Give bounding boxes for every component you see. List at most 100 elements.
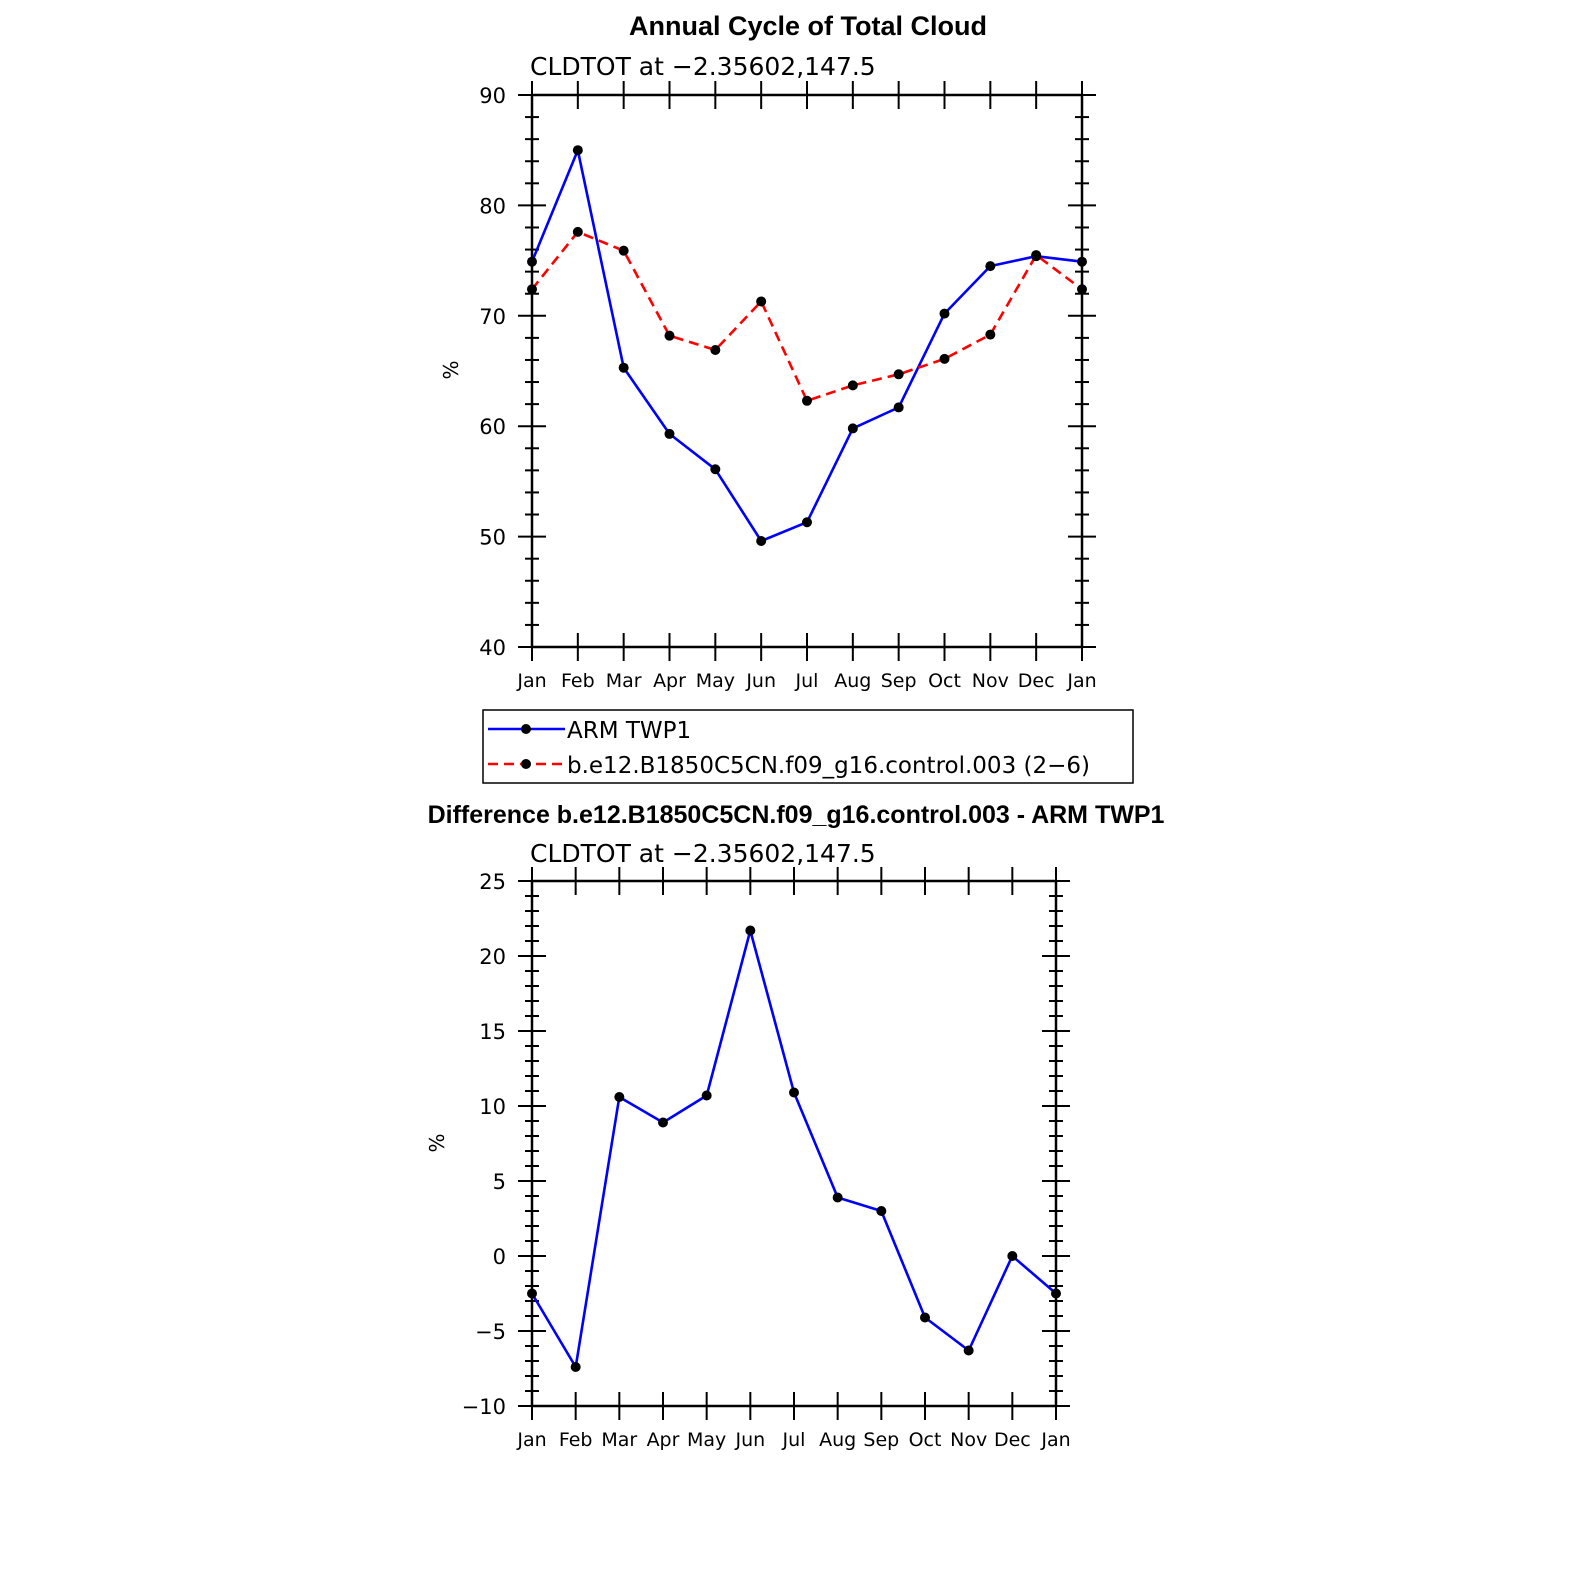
chart-title: Annual Cycle of Total Cloud — [629, 11, 987, 41]
data-point — [745, 925, 756, 936]
x-tick-label: Nov — [950, 1429, 987, 1451]
data-point — [920, 1312, 930, 1323]
x-tick-label: Jan — [1066, 670, 1096, 692]
y-tick-label: 15 — [479, 1020, 506, 1044]
y-tick-label: −5 — [475, 1320, 506, 1344]
difference-chart: Difference b.e12.B1850C5CN.f09_g16.contr… — [425, 801, 1164, 1451]
data-point — [847, 380, 858, 391]
y-tick-label: 70 — [479, 305, 506, 329]
x-tick-label: Jan — [1040, 1429, 1070, 1451]
data-point — [1007, 1251, 1018, 1261]
data-point — [756, 296, 767, 307]
axis-ticks — [518, 867, 1070, 1420]
data-point — [893, 402, 904, 413]
y-tick-label: 0 — [493, 1245, 506, 1269]
data-point — [701, 1090, 712, 1101]
x-tick-label: Jul — [782, 1429, 806, 1451]
series-points — [527, 925, 1061, 1372]
x-tick-label: Aug — [834, 670, 871, 692]
data-point — [939, 308, 950, 319]
data-point — [570, 1362, 581, 1372]
data-point — [618, 362, 629, 373]
data-point — [1077, 284, 1087, 295]
data-point — [802, 517, 812, 528]
y-tick-label: −10 — [462, 1395, 506, 1419]
data-point — [802, 395, 812, 406]
x-tick-label: Aug — [819, 1429, 856, 1451]
y-tick-label: 25 — [479, 870, 506, 894]
x-tick-label: Jul — [795, 670, 819, 692]
x-tick-label: Oct — [909, 1429, 942, 1451]
y-tick-label: 60 — [479, 415, 506, 439]
y-tick-label: 10 — [479, 1095, 506, 1119]
x-tick-label: Jan — [516, 670, 546, 692]
data-point — [985, 261, 996, 272]
data-point — [847, 423, 858, 434]
data-point — [527, 284, 537, 295]
chart-title: Difference b.e12.B1850C5CN.f09_g16.contr… — [428, 801, 1165, 829]
series-lines — [530, 148, 1083, 543]
axis-ticks — [518, 81, 1096, 661]
legend-label-model: b.e12.B1850C5CN.f09_g16.control.003 (2−6… — [567, 753, 1090, 779]
data-point — [789, 1087, 799, 1098]
x-tick-label: Feb — [561, 670, 595, 692]
y-axis-label: % — [439, 360, 463, 379]
series-lines — [530, 929, 1057, 1369]
x-tick-label: Jun — [745, 670, 776, 692]
data-point — [664, 330, 675, 341]
x-tick-label: Jun — [734, 1429, 765, 1451]
data-point — [527, 1288, 537, 1299]
y-tick-label: 20 — [479, 945, 506, 969]
x-tick-labels: Jan Feb Mar Apr May Jun Jul Aug Sep Oct Nov Dec Jan — [516, 1429, 1070, 1451]
data-point — [939, 353, 950, 364]
x-tick-label: Dec — [994, 1429, 1031, 1451]
y-tick-labels: 40 50 60 70 80 90 — [479, 84, 506, 660]
legend-marker-arm — [521, 724, 531, 734]
y-axis-label: % — [425, 1133, 449, 1152]
legend-marker-model — [521, 759, 531, 769]
x-tick-label: Sep — [881, 670, 917, 692]
data-point — [614, 1092, 625, 1102]
data-point — [876, 1206, 887, 1216]
legend-box — [482, 709, 1134, 784]
y-tick-label: 90 — [479, 84, 506, 108]
data-point — [963, 1345, 974, 1356]
y-tick-label: 80 — [479, 194, 506, 218]
chart-subtitle: CLDTOT at −2.35602,147.5 — [530, 52, 876, 81]
series-line-1 — [530, 230, 1083, 403]
series-points — [527, 145, 1087, 547]
data-point — [756, 536, 767, 547]
x-tick-label: May — [696, 670, 735, 692]
x-tick-label: Apr — [647, 1429, 680, 1451]
x-tick-label: Dec — [1018, 670, 1055, 692]
data-point — [572, 145, 583, 156]
data-point — [985, 329, 996, 340]
x-tick-label: Nov — [972, 670, 1009, 692]
legend-label-arm: ARM TWP1 — [567, 718, 691, 744]
y-tick-label: 40 — [479, 636, 506, 660]
series-line-0 — [530, 148, 1083, 543]
data-point — [710, 345, 721, 356]
series-line-0 — [530, 929, 1057, 1369]
x-tick-label: May — [687, 1429, 726, 1451]
y-tick-label: 50 — [479, 526, 506, 550]
data-point — [893, 369, 904, 380]
x-tick-label: Sep — [863, 1429, 899, 1451]
x-tick-labels: Jan Feb Mar Apr May Jun Jul Aug Sep Oct Nov Dec Jan — [516, 670, 1096, 692]
x-tick-label: Feb — [559, 1429, 593, 1451]
data-point — [658, 1117, 668, 1128]
data-point — [1077, 256, 1087, 267]
data-point — [572, 226, 583, 237]
data-point — [832, 1192, 843, 1203]
chart-subtitle: CLDTOT at −2.35602,147.5 — [530, 839, 876, 868]
data-point — [1031, 250, 1042, 261]
legend: ARM TWP1 b.e12.B1850C5CN.f09_g16.control… — [482, 709, 1134, 784]
x-tick-label: Apr — [653, 670, 686, 692]
plot-frame — [530, 93, 1084, 649]
x-tick-label: Mar — [601, 1429, 637, 1451]
data-point — [710, 464, 721, 475]
x-tick-label: Oct — [928, 670, 961, 692]
x-tick-label: Mar — [606, 670, 642, 692]
